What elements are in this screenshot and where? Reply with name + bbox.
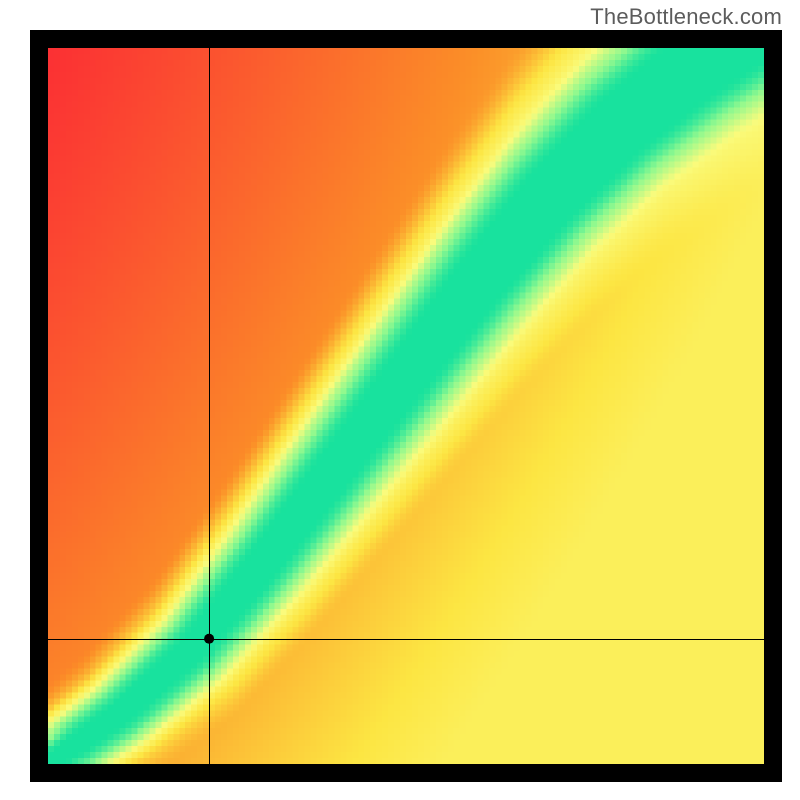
heatmap-canvas-wrap bbox=[48, 48, 764, 764]
watermark-text: TheBottleneck.com bbox=[590, 4, 782, 30]
crosshair-overlay bbox=[48, 48, 764, 764]
